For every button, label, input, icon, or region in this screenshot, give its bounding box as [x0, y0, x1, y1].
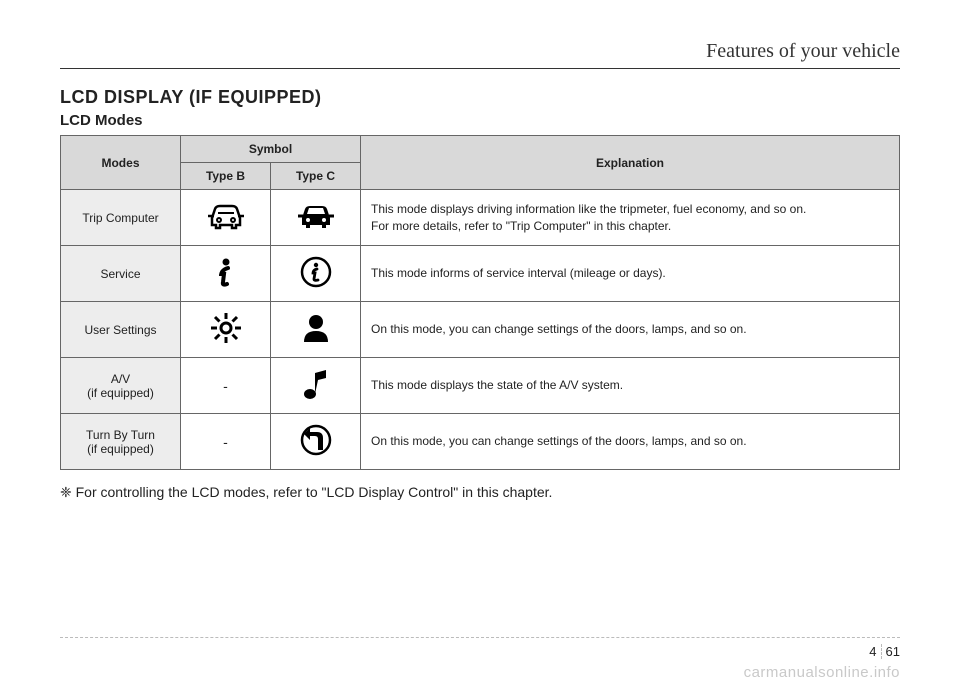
mode-cell: Trip Computer	[61, 190, 181, 246]
section-title: LCD DISPLAY (IF EQUIPPED)	[60, 87, 900, 108]
symbol-typec-cell	[271, 358, 361, 414]
table-row: Service This mode informs of service inte…	[61, 246, 900, 302]
explanation-cell: On this mode, you can change settings of…	[361, 302, 900, 358]
symbol-typec-cell	[271, 190, 361, 246]
symbol-typeb-cell: -	[181, 414, 271, 470]
symbol-typec-cell	[271, 302, 361, 358]
table-row: User Settings On this mode, you can chang…	[61, 302, 900, 358]
symbol-typeb-cell: -	[181, 358, 271, 414]
th-typec: Type C	[271, 163, 361, 190]
symbol-typeb-cell	[181, 246, 271, 302]
watermark: carmanualsonline.info	[744, 664, 900, 681]
footnote: ❈ For controlling the LCD modes, refer t…	[60, 484, 900, 501]
person-solid-icon	[296, 310, 336, 346]
th-symbol: Symbol	[181, 136, 361, 163]
mode-cell: User Settings	[61, 302, 181, 358]
th-modes: Modes	[61, 136, 181, 190]
symbol-typeb-cell	[181, 302, 271, 358]
table-row: Turn By Turn(if equipped) - On this mode, …	[61, 414, 900, 470]
page-section: 4	[869, 644, 881, 659]
car-solid-icon	[296, 198, 336, 234]
mode-cell: Turn By Turn(if equipped)	[61, 414, 181, 470]
symbol-typeb-cell	[181, 190, 271, 246]
th-explanation: Explanation	[361, 136, 900, 190]
symbol-typec-cell	[271, 414, 361, 470]
subsection-title: LCD Modes	[60, 112, 900, 129]
dash-text: -	[223, 378, 228, 394]
info-circle-icon	[296, 254, 336, 290]
info-italic-icon	[206, 254, 246, 290]
page-num: 61	[886, 644, 900, 659]
explanation-cell: On this mode, you can change settings of…	[361, 414, 900, 470]
header-title: Features of your vehicle	[706, 40, 900, 62]
car-outline-icon	[206, 198, 246, 234]
mode-cell: Service	[61, 246, 181, 302]
page-footer: 4 61	[60, 637, 900, 659]
table-row: A/V(if equipped) - This mode displays the …	[61, 358, 900, 414]
footer-divider	[60, 637, 900, 638]
page-header: Features of your vehicle	[60, 40, 900, 69]
mode-cell: A/V(if equipped)	[61, 358, 181, 414]
turn-arrow-icon	[296, 422, 336, 458]
music-note-icon	[296, 366, 336, 402]
table-row: Trip Computer This mode displays driving …	[61, 190, 900, 246]
explanation-cell: This mode displays driving information l…	[361, 190, 900, 246]
symbol-typec-cell	[271, 246, 361, 302]
gear-outline-icon	[206, 310, 246, 346]
th-typeb: Type B	[181, 163, 271, 190]
dash-text: -	[223, 434, 228, 450]
explanation-cell: This mode displays the state of the A/V …	[361, 358, 900, 414]
explanation-cell: This mode informs of service interval (m…	[361, 246, 900, 302]
lcd-modes-table: Modes Symbol Explanation Type B Type C T…	[60, 135, 900, 470]
page-number: 4 61	[60, 644, 900, 659]
